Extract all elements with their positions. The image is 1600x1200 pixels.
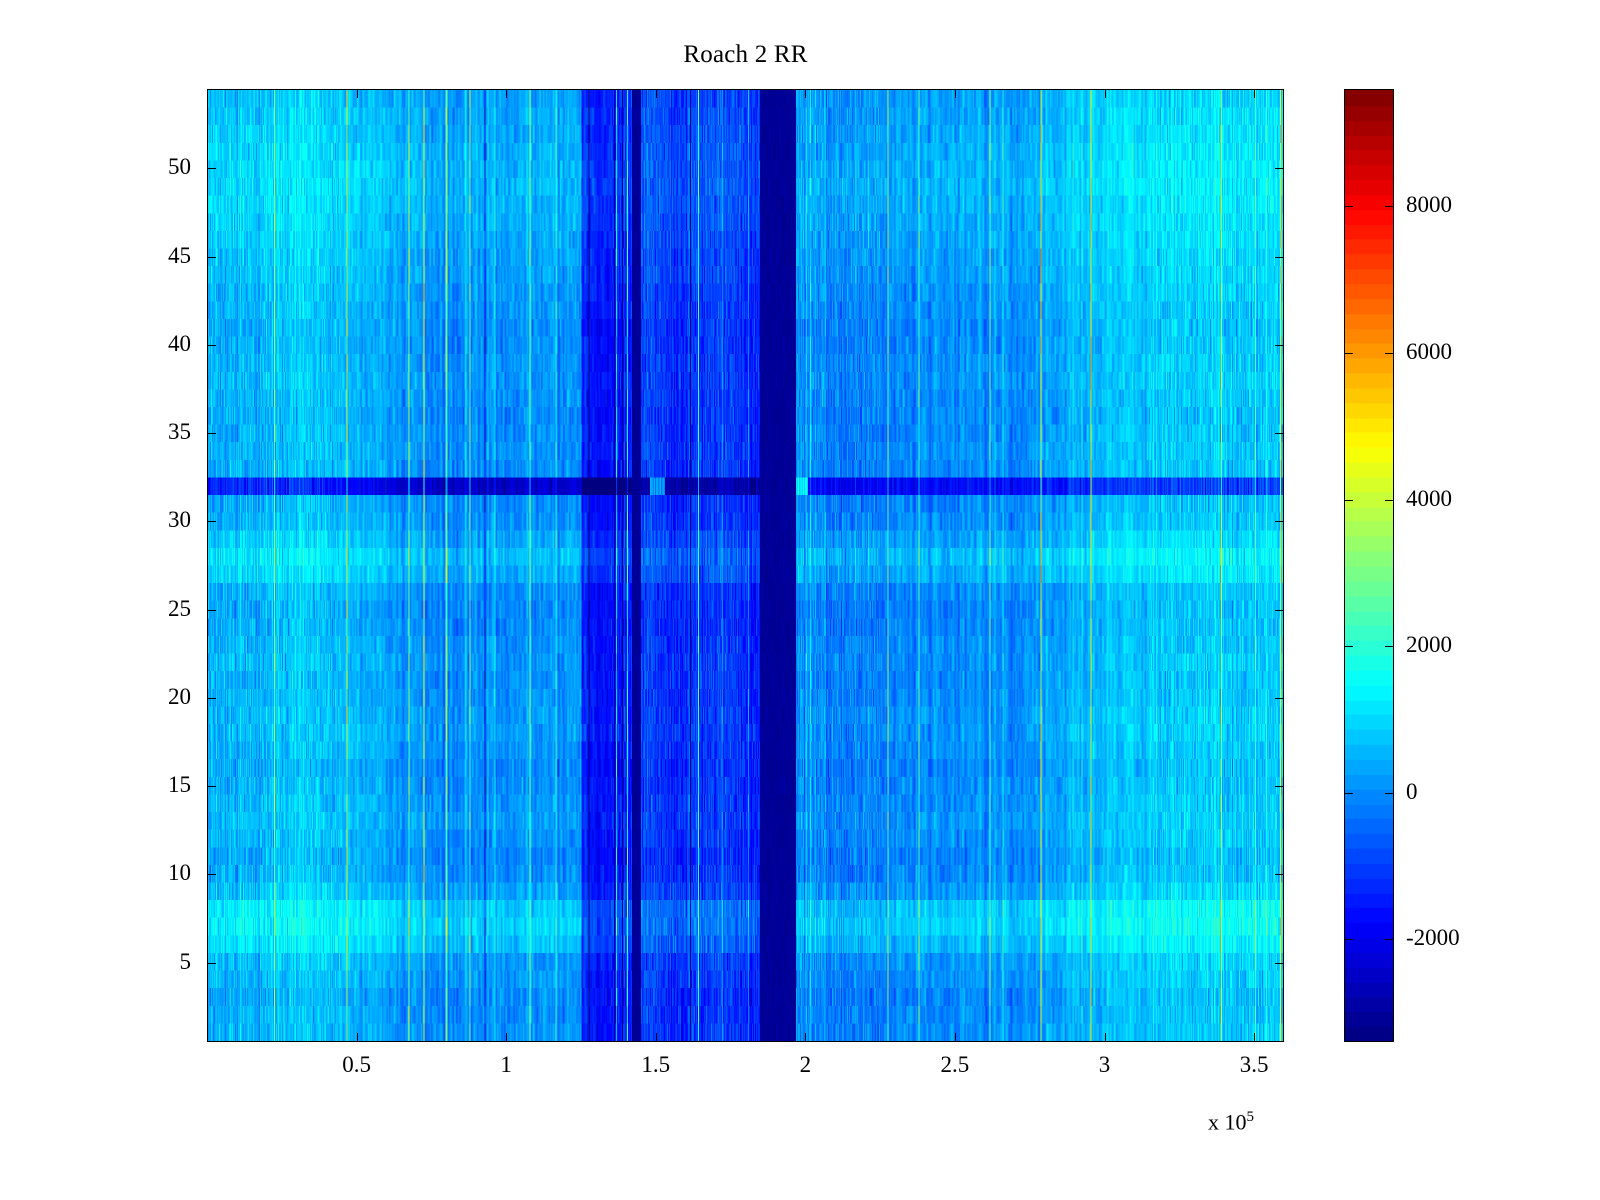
- y-axis-tick-label: 50: [168, 154, 191, 180]
- colorbar-tick-left: [1344, 939, 1353, 941]
- y-axis-tick-right: [1275, 609, 1284, 611]
- y-axis-tick: [207, 433, 216, 435]
- y-axis-tick: [207, 344, 216, 346]
- y-axis-tick: [207, 962, 216, 964]
- colorbar-tick-label: 4000: [1406, 485, 1452, 511]
- x-axis-tick-top: [655, 89, 657, 98]
- x-axis-tick: [1254, 1033, 1256, 1042]
- y-axis-tick-right: [1275, 786, 1284, 788]
- x-axis-tick: [805, 1033, 807, 1042]
- x-axis-exponent-label: x 105: [1208, 1105, 1254, 1134]
- x-axis-tick: [356, 1033, 358, 1042]
- y-axis-tick-label: 25: [168, 595, 191, 621]
- colorbar-tick-left: [1344, 499, 1353, 501]
- colorbar-tick-right: [1385, 206, 1394, 208]
- y-axis-tick-label: 10: [168, 860, 191, 886]
- exponent-power: 5: [1246, 1109, 1255, 1125]
- colorbar-tick-left: [1344, 646, 1353, 648]
- y-axis-tick-right: [1275, 256, 1284, 258]
- x-axis-tick-top: [506, 89, 508, 98]
- y-axis-tick-label: 15: [168, 772, 191, 798]
- colorbar-tick-label: 8000: [1406, 192, 1452, 218]
- y-axis-tick-right: [1275, 697, 1284, 699]
- colorbar-tick-left: [1344, 352, 1353, 354]
- colorbar[interactable]: [1344, 89, 1394, 1042]
- y-axis-tick: [207, 874, 216, 876]
- y-axis-tick-right: [1275, 433, 1284, 435]
- x-axis-tick-label: 2: [799, 1052, 812, 1077]
- y-axis-tick-label: 5: [179, 948, 192, 974]
- colorbar-tick-label: 6000: [1406, 338, 1452, 364]
- y-axis-tick-right: [1275, 168, 1284, 170]
- y-axis-tick-label: 30: [168, 507, 191, 533]
- x-axis-tick-label: 3: [1098, 1052, 1111, 1077]
- page-title: Roach 2 RR: [683, 41, 808, 68]
- x-axis-tick-top: [1254, 89, 1256, 98]
- exponent-mantissa: x 10: [1208, 1109, 1247, 1135]
- x-axis-tick-label: 2.5: [940, 1052, 970, 1077]
- x-axis-tick-top: [805, 89, 807, 98]
- x-axis-tick-label: 0.5: [342, 1052, 371, 1077]
- heatmap-axes[interactable]: [207, 89, 1284, 1042]
- y-axis-tick-label: 45: [168, 242, 191, 268]
- colorbar-tick-right: [1385, 939, 1394, 941]
- colorbar-tick-left: [1344, 206, 1353, 208]
- y-axis-tick: [207, 521, 216, 523]
- y-axis-tick: [207, 168, 216, 170]
- y-axis-tick: [207, 786, 216, 788]
- x-axis-tick: [655, 1033, 657, 1042]
- colorbar-tick-right: [1385, 646, 1394, 648]
- y-axis-tick-right: [1275, 344, 1284, 346]
- x-axis-tick-label: 1.5: [641, 1052, 671, 1077]
- y-axis-tick: [207, 697, 216, 699]
- heatmap-image: [208, 90, 1283, 1041]
- y-axis-tick-right: [1275, 962, 1284, 964]
- x-axis-tick-label: 3.5: [1239, 1052, 1269, 1077]
- x-axis-tick-label: 1: [500, 1052, 512, 1077]
- x-axis-tick-top: [1104, 89, 1106, 98]
- y-axis-tick: [207, 256, 216, 258]
- y-axis-tick-right: [1275, 874, 1284, 876]
- colorbar-tick-label: 2000: [1406, 632, 1452, 658]
- y-axis-tick-label: 35: [168, 419, 191, 445]
- y-axis-tick: [207, 609, 216, 611]
- y-axis-tick-label: 20: [168, 683, 191, 709]
- x-axis-tick-top: [356, 89, 358, 98]
- colorbar-tick-label: -2000: [1406, 925, 1460, 951]
- x-axis-tick: [954, 1033, 956, 1042]
- colorbar-tick-right: [1385, 499, 1394, 501]
- x-axis-tick: [506, 1033, 508, 1042]
- x-axis-tick-top: [954, 89, 956, 98]
- x-axis-tick: [1104, 1033, 1106, 1042]
- y-axis-tick-right: [1275, 521, 1284, 523]
- colorbar-tick-label: 0: [1406, 778, 1418, 804]
- colorbar-tick-right: [1385, 792, 1394, 794]
- colorbar-tick-right: [1385, 352, 1394, 354]
- colorbar-tick-left: [1344, 792, 1353, 794]
- y-axis-tick-label: 40: [168, 330, 191, 356]
